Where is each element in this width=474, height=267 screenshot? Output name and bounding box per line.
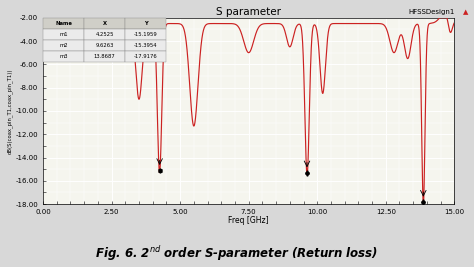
X-axis label: Freq [GHz]: Freq [GHz] — [228, 216, 269, 225]
Text: HFSSDesign1: HFSSDesign1 — [408, 9, 455, 15]
Y-axis label: dB(S(coax_pin_T1,coax_pin_T1)): dB(S(coax_pin_T1,coax_pin_T1)) — [7, 68, 13, 154]
Text: ▲: ▲ — [463, 9, 468, 15]
Title: S parameter: S parameter — [216, 7, 281, 17]
Text: Fig. 6. 2$^{nd}$ order S-parameter (Return loss): Fig. 6. 2$^{nd}$ order S-parameter (Retu… — [95, 244, 379, 263]
